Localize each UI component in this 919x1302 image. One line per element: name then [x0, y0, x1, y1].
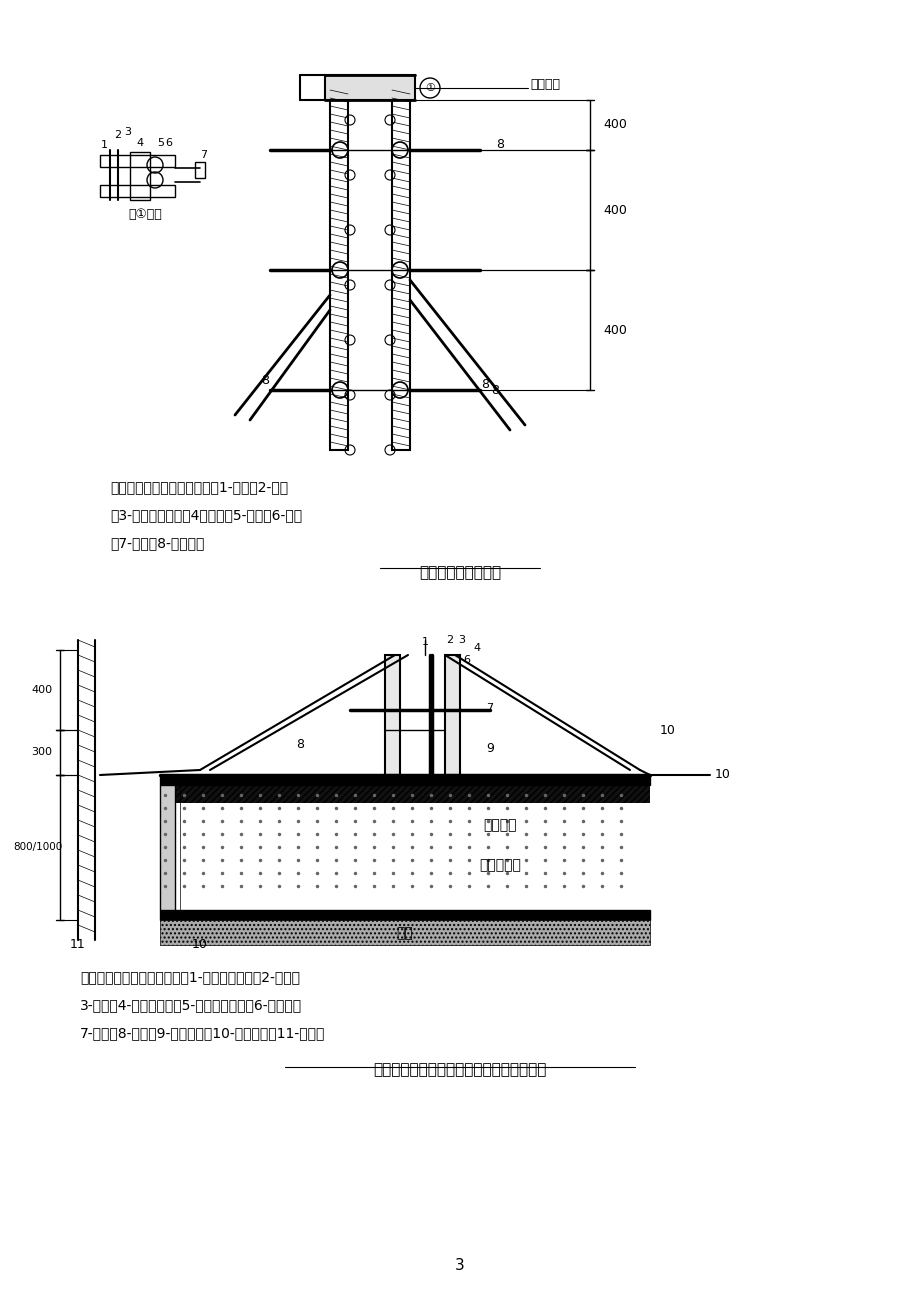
Bar [445, 655, 460, 775]
Bar [324, 76, 414, 100]
Text: 11: 11 [70, 939, 85, 952]
Text: 垫层: 垫层 [396, 926, 413, 940]
Bar [195, 161, 205, 178]
Text: 池壁模板安装大样图: 池壁模板安装大样图 [418, 565, 501, 579]
Bar [130, 152, 150, 201]
Text: 3: 3 [455, 1258, 464, 1272]
Text: 说明：本图标注尺寸为毫米，1-模板；2-枋木: 说明：本图标注尺寸为毫米，1-模板；2-枋木 [110, 480, 288, 493]
Bar [384, 655, 400, 775]
Bar [160, 775, 650, 803]
Text: ①: ① [425, 83, 435, 92]
Text: 7: 7 [486, 703, 493, 713]
Text: 4: 4 [473, 643, 480, 654]
Text: 7-螺帽；8-螺杆；9-水平支撑；10-预埋钢筋；11-支护桩: 7-螺帽；8-螺杆；9-水平支撑；10-预埋钢筋；11-支护桩 [80, 1026, 325, 1040]
Bar [100, 155, 175, 167]
Text: 4: 4 [136, 138, 143, 148]
Bar [160, 775, 650, 785]
Text: 400: 400 [603, 203, 626, 216]
Text: 10: 10 [659, 724, 675, 737]
Bar [100, 185, 175, 197]
Text: 800/1000: 800/1000 [14, 842, 62, 852]
Text: 说明：本图尺寸标注为毫米，1-止水镀锌钢板；2-模板；: 说明：本图尺寸标注为毫米，1-止水镀锌钢板；2-模板； [80, 970, 300, 984]
Text: 400: 400 [603, 118, 626, 132]
Text: 8: 8 [491, 384, 498, 397]
Text: 1: 1 [421, 637, 428, 647]
Text: 10: 10 [714, 768, 730, 781]
Text: 水池顶板: 水池顶板 [529, 78, 560, 91]
Text: 钢筋安裝: 钢筋安裝 [482, 818, 516, 832]
Text: 3: 3 [124, 128, 131, 137]
Text: 2: 2 [446, 635, 453, 644]
Text: ；3-双钢管大横杆；4蝴蝶扣；5-垫片；6-螺帽: ；3-双钢管大横杆；4蝴蝶扣；5-垫片；6-螺帽 [110, 508, 301, 522]
Bar [160, 785, 175, 910]
Text: 400: 400 [31, 685, 52, 695]
Text: 6: 6 [165, 138, 172, 148]
Text: 5: 5 [157, 138, 164, 148]
Text: 7: 7 [199, 150, 207, 160]
Text: 8: 8 [296, 738, 303, 751]
Text: 6: 6 [463, 655, 470, 665]
Text: 图①节点: 图①节点 [128, 208, 162, 221]
Text: 8: 8 [495, 138, 504, 151]
Text: 3: 3 [458, 635, 465, 644]
Bar [160, 921, 650, 945]
Bar [391, 90, 410, 450]
Text: 8: 8 [261, 374, 268, 387]
Text: 泵站水池墙壁水平施工缝处模板安装大样图: 泵站水池墙壁水平施工缝处模板安装大样图 [373, 1062, 546, 1077]
Bar [175, 785, 180, 910]
Text: 10: 10 [192, 939, 208, 952]
Text: 300: 300 [31, 747, 52, 756]
Text: 8: 8 [481, 379, 489, 392]
Bar [160, 910, 650, 921]
Text: 2: 2 [114, 130, 121, 141]
Text: 底板混凝土: 底板混凝土 [479, 858, 520, 872]
Text: 400: 400 [603, 323, 626, 336]
Text: 9: 9 [485, 742, 494, 754]
Text: 1: 1 [100, 141, 108, 150]
Bar [330, 90, 347, 450]
Text: 3-枋木；4-钢管斜支撑；5-双钢管大横杆；6-蝴蝶扣；: 3-枋木；4-钢管斜支撑；5-双钢管大横杆；6-蝴蝶扣； [80, 999, 301, 1012]
Text: ；7-螺杆；8-钢管支撑: ；7-螺杆；8-钢管支撑 [110, 536, 204, 549]
